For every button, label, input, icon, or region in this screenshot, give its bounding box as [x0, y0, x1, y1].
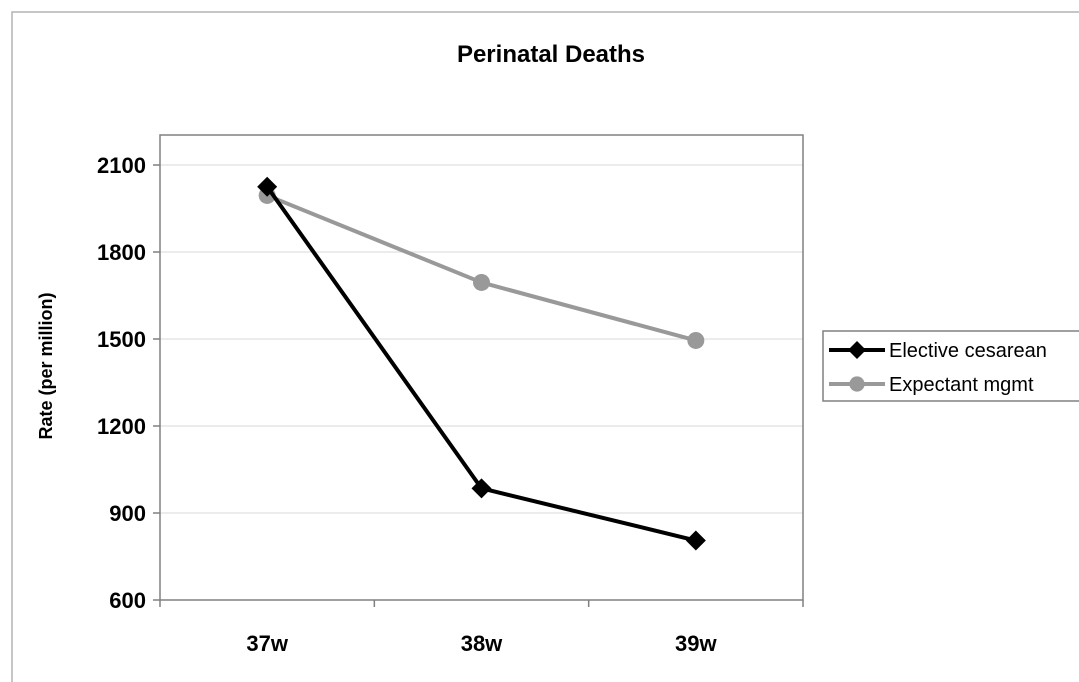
legend-label: Elective cesarean	[889, 340, 1047, 362]
data-point	[848, 341, 866, 359]
chart-title: Perinatal Deaths	[457, 41, 645, 68]
axis-ticks	[153, 164, 804, 607]
legend-box	[822, 330, 1079, 402]
y-tick-label: 1800	[97, 240, 146, 265]
y-tick-labels: 600 900 1200 1500 1800 2100	[97, 153, 146, 613]
y-tick-label: 2100	[97, 153, 146, 178]
x-tick-labels: 37w 38w 39w	[246, 631, 717, 656]
legend-label: Expectant mgmt	[889, 374, 1034, 396]
y-tick-label: 900	[109, 501, 146, 526]
y-tick-label: 600	[109, 588, 146, 613]
chart-frame	[11, 11, 1079, 682]
gridlines	[160, 164, 803, 514]
y-tick-label: 1200	[97, 414, 146, 439]
data-point	[471, 478, 492, 499]
x-tick-label: 39w	[675, 631, 717, 656]
legend: Elective cesarean Expectant mgmt	[822, 330, 1079, 402]
data-point	[849, 376, 865, 392]
x-tick-label: 37w	[246, 631, 288, 656]
x-tick-label: 38w	[461, 631, 503, 656]
series-line	[266, 193, 697, 343]
legend-entry: Elective cesarean	[829, 340, 1047, 362]
legend-entry: Expectant mgmt	[829, 374, 1034, 396]
y-axis-title: Rate (per million)	[36, 292, 56, 439]
plot-area	[159, 134, 804, 601]
series	[257, 176, 706, 551]
data-point	[687, 331, 705, 349]
y-tick-label: 1500	[97, 327, 146, 352]
data-point	[685, 530, 706, 551]
data-point	[257, 176, 278, 197]
series-elective-cesarean	[257, 176, 706, 551]
data-point	[473, 273, 490, 291]
